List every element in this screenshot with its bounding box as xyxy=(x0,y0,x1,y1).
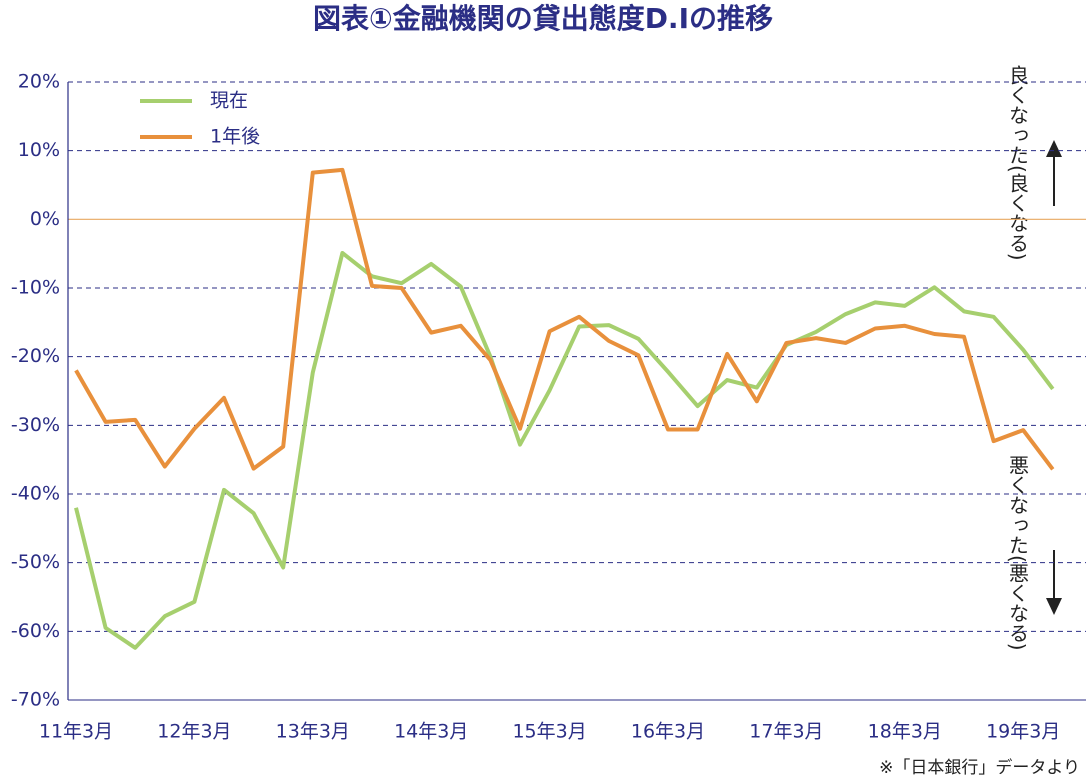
y-tick-label: 10% xyxy=(18,139,60,161)
x-tick-label: 18年3月 xyxy=(868,721,942,743)
x-tick-label: 11年3月 xyxy=(39,721,113,743)
x-tick-label: 19年3月 xyxy=(986,721,1060,743)
chart-title: 図表①金融機関の貸出態度D.Iの推移 xyxy=(313,2,773,35)
legend-label: 現在 xyxy=(210,90,248,112)
y-tick-label: -70% xyxy=(11,689,60,711)
y-tick-label: -20% xyxy=(11,345,60,367)
legend-label: 1年後 xyxy=(210,126,260,148)
x-tick-label: 15年3月 xyxy=(512,721,586,743)
y-tick-label: 0% xyxy=(30,208,60,230)
annotation-down: 悪くなった(悪くなる) xyxy=(1006,455,1030,651)
x-tick-label: 13年3月 xyxy=(276,721,350,743)
arrow-down xyxy=(1046,550,1062,615)
y-tick-label: 20% xyxy=(18,71,60,93)
x-tick-label: 17年3月 xyxy=(749,721,823,743)
x-tick-label: 14年3月 xyxy=(394,721,468,743)
y-tick-label: -10% xyxy=(11,277,60,299)
series-line xyxy=(74,250,1055,650)
x-tick-label: 12年3月 xyxy=(157,721,231,743)
y-tick-label: -50% xyxy=(11,551,60,573)
arrow-up xyxy=(1046,140,1062,206)
annotation-up: 良くなった(良くなる) xyxy=(1006,65,1030,261)
series-line xyxy=(74,167,1055,471)
y-tick-label: -60% xyxy=(11,620,60,642)
y-tick-label: -40% xyxy=(11,483,60,505)
x-tick-label: 16年3月 xyxy=(631,721,705,743)
source: ※「日本銀行」データより xyxy=(879,757,1080,778)
y-tick-label: -30% xyxy=(11,414,60,436)
